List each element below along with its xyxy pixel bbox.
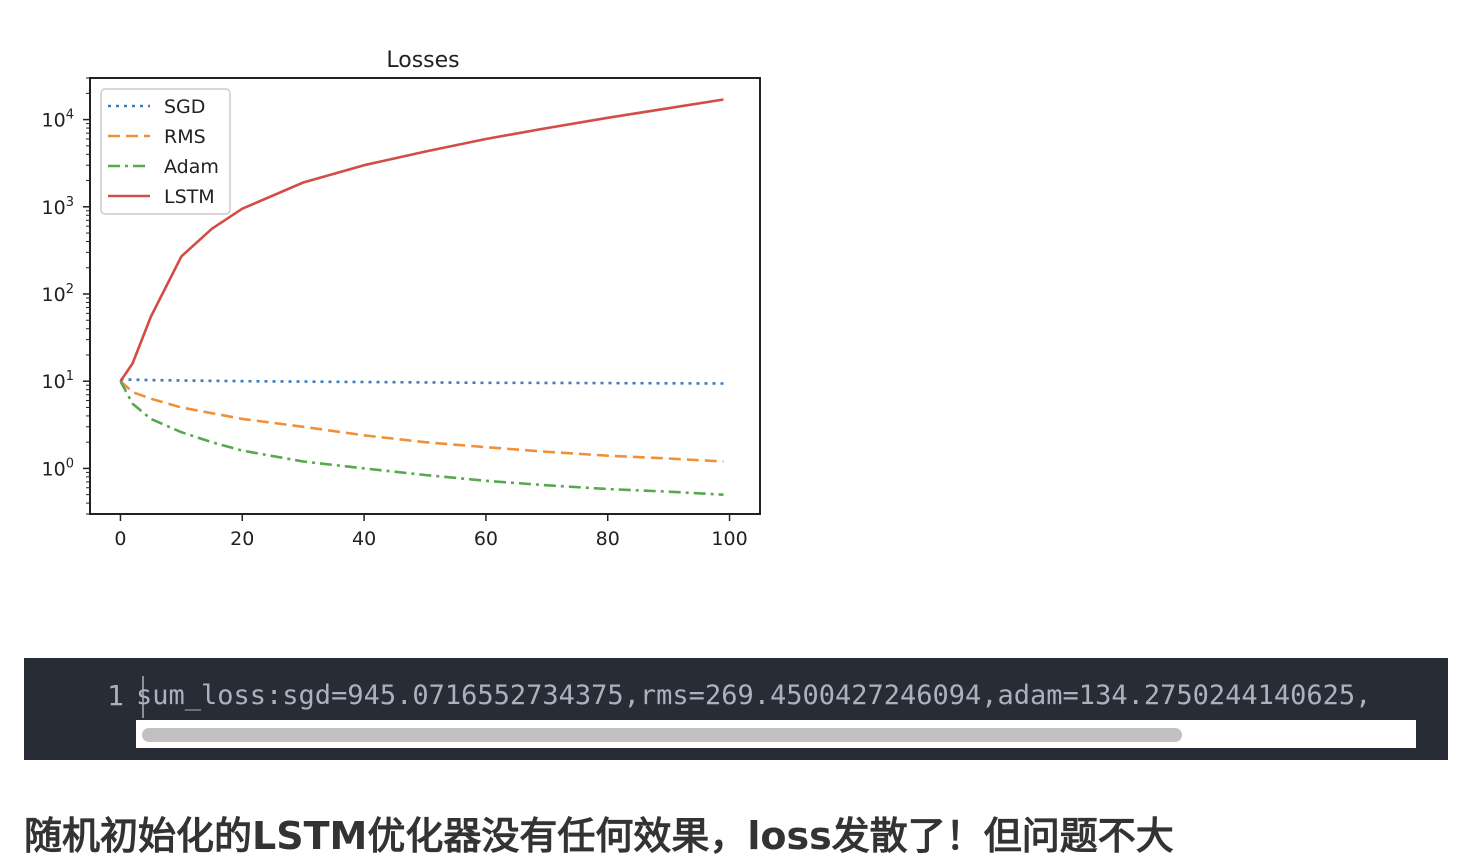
series-line-rms <box>119 380 724 463</box>
horizontal-scrollbar[interactable] <box>136 720 1416 748</box>
gutter-divider <box>142 676 144 718</box>
chart-title: Losses <box>386 48 459 73</box>
x-tick-label: 20 <box>230 528 254 550</box>
x-tick-label: 0 <box>114 528 126 550</box>
chart-legend: SGD RMS Adam LSTM <box>100 88 231 215</box>
plot-frame <box>89 77 761 515</box>
series-line-sgd <box>120 378 724 385</box>
y-tick-label: 100 <box>42 456 74 480</box>
x-tick-label: 100 <box>711 528 747 550</box>
legend-label-adam: Adam <box>164 156 219 178</box>
y-tick-label: 101 <box>42 369 74 393</box>
code-block: 1 sum_loss:sgd=945.0716552734375,rms=269… <box>24 658 1448 760</box>
legend-label-sgd: SGD <box>164 96 205 118</box>
losses-chart: Losses 0 20 40 60 80 100 100 101 102 103 104 SGD RM… <box>42 48 761 550</box>
x-tick-label: 40 <box>352 528 376 550</box>
y-tick-label: 103 <box>42 195 74 219</box>
code-line: sum_loss:sgd=945.0716552734375,rms=269.4… <box>136 680 1372 711</box>
line-number: 1 <box>107 679 124 712</box>
y-tick-label: 102 <box>42 282 74 306</box>
x-tick-label: 80 <box>596 528 620 550</box>
y-tick-label: 104 <box>42 108 74 132</box>
caption-text: 随机初始化的LSTM优化器没有任何效果，loss发散了！但问题不大 <box>24 814 1174 858</box>
x-tick-label: 60 <box>474 528 498 550</box>
legend-label-rms: RMS <box>164 126 206 148</box>
scrollbar-thumb[interactable] <box>142 728 1182 742</box>
legend-box <box>100 88 231 215</box>
series-line-adam <box>119 380 724 496</box>
series-line-lstm <box>119 98 724 382</box>
legend-label-lstm: LSTM <box>164 186 215 208</box>
